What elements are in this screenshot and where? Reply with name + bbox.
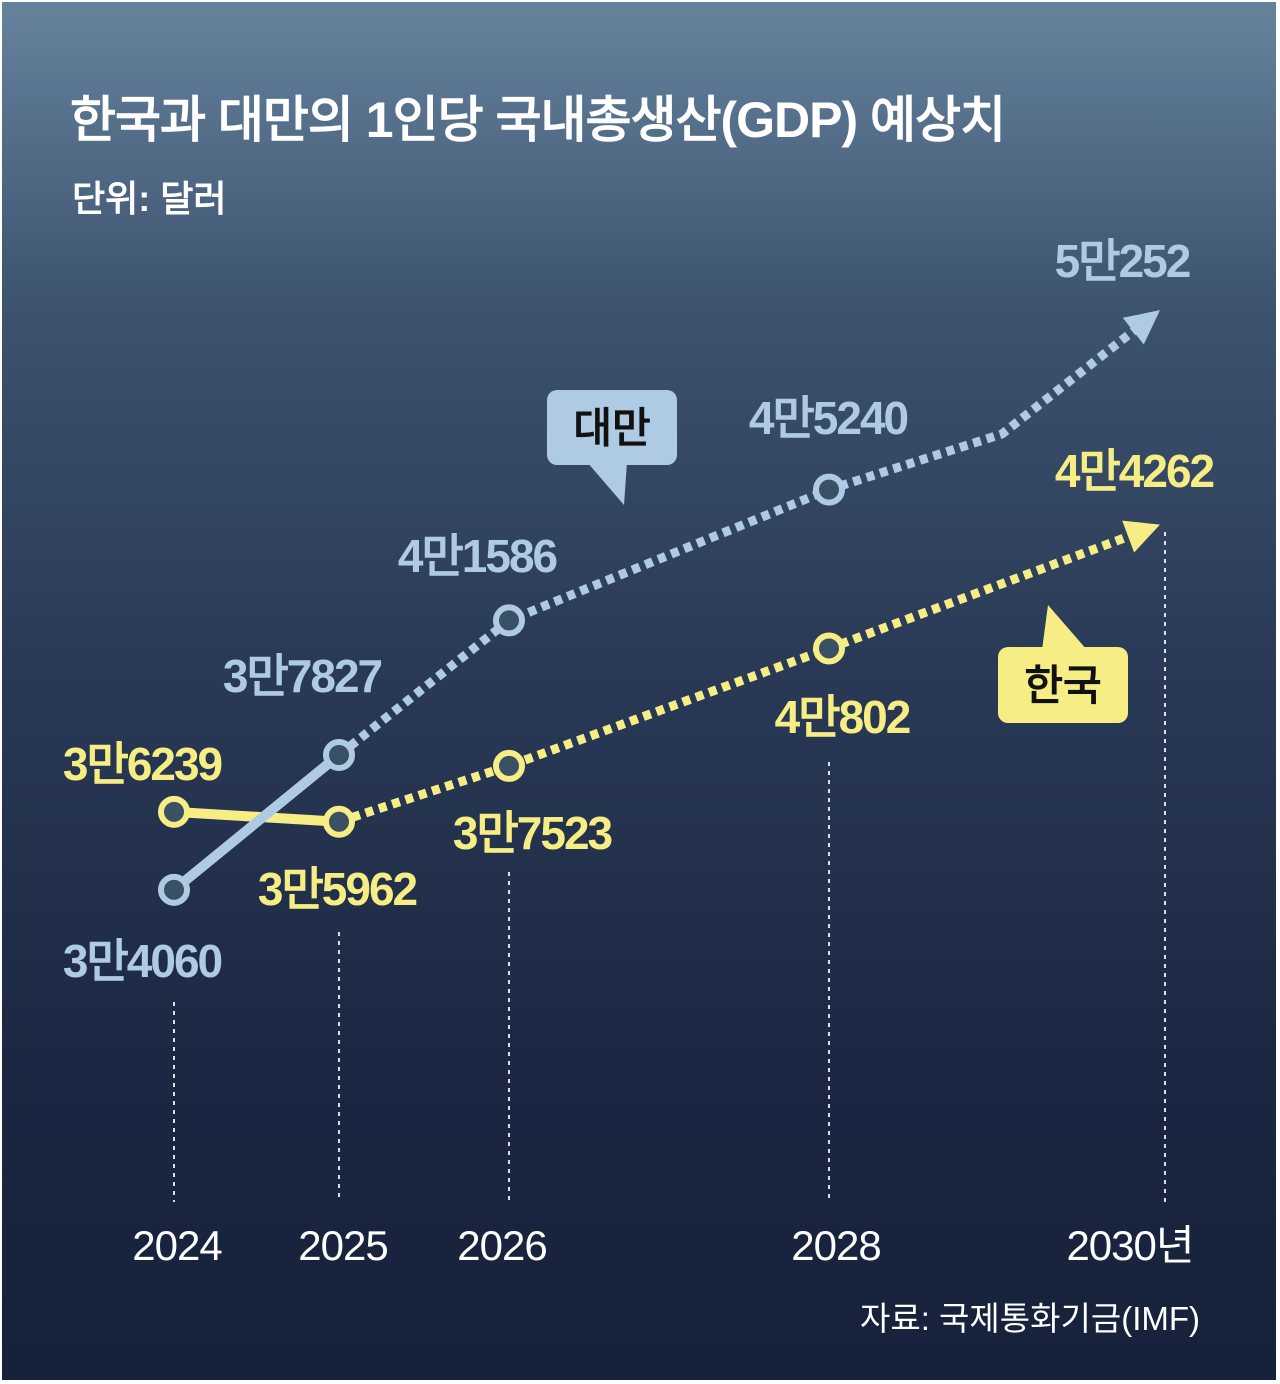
x-tick-2024: 2024 (132, 1222, 222, 1269)
x-tick-2026: 2026 (457, 1222, 546, 1269)
value-label-taiwan-2030: 5만252 (1055, 235, 1190, 287)
value-label-taiwan-2024: 3만4060 (63, 935, 222, 987)
unit-label: 단위: 달러 (72, 178, 227, 219)
point-korea-2024 (158, 795, 190, 828)
legend-bubble-taiwan-label: 대만 (573, 405, 650, 452)
value-label-korea-2028: 4만802 (775, 691, 910, 743)
value-label-korea-2024: 3만6239 (63, 738, 222, 790)
legend-bubble-taiwan-tail (587, 462, 627, 505)
point-taiwan-2025 (323, 738, 355, 771)
x-tick-2028: 2028 (791, 1222, 880, 1269)
source-note: 자료: 국제통화기금(IMF) (859, 1300, 1200, 1337)
legend-bubble-korea-label: 한국 (1024, 662, 1101, 709)
point-taiwan-2024 (158, 873, 190, 906)
point-korea-2028 (813, 632, 845, 665)
series-line-solid-taiwan (169, 749, 344, 895)
x-tick-2025: 2025 (298, 1222, 387, 1269)
chart-title: 한국과 대만의 1인당 국내총생산(GDP) 예상치 (70, 92, 1006, 148)
value-label-taiwan-2025: 3만7827 (223, 650, 382, 702)
point-korea-2025 (323, 805, 355, 838)
value-label-korea-2025: 3만5962 (258, 863, 417, 915)
arrow-korea (1122, 520, 1160, 553)
arrow-taiwan (1122, 310, 1160, 345)
point-taiwan-2028 (813, 473, 845, 506)
point-taiwan-2026 (493, 604, 525, 637)
point-korea-2026 (493, 749, 525, 782)
value-label-korea-2026: 3만7523 (453, 807, 612, 859)
value-label-taiwan-2026: 4만1586 (398, 530, 557, 582)
legend-bubble-taiwan (547, 390, 677, 465)
value-label-taiwan-2028: 4만5240 (749, 392, 908, 444)
series-line-dotted-korea (337, 530, 1134, 827)
x-tick-2030: 2030년 (1066, 1222, 1193, 1269)
legend-bubble-korea (998, 647, 1128, 723)
value-label-korea-2030: 4만4262 (1055, 445, 1214, 497)
legend-bubble-korea-tail (1042, 605, 1087, 650)
